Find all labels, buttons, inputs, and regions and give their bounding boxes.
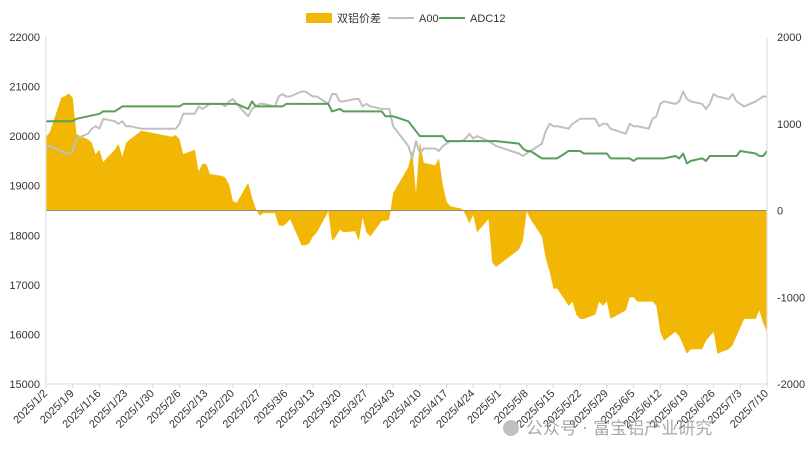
left-axis-tick-label: 20000 bbox=[9, 131, 40, 143]
watermark-group: 公众号 · 富宝铝产业研究 bbox=[503, 419, 712, 439]
left-axis-tick-label: 19000 bbox=[9, 181, 40, 193]
right-axis-tick-label: -2000 bbox=[777, 379, 805, 391]
right-axis-tick-label: 1000 bbox=[777, 119, 801, 131]
spread-area-layer bbox=[46, 93, 767, 354]
a00-line bbox=[46, 90, 767, 160]
left-axis-tick-label: 17000 bbox=[9, 280, 40, 292]
spread-area bbox=[46, 93, 767, 354]
left-axis-tick-label: 21000 bbox=[9, 82, 40, 94]
legend-label: ADC12 bbox=[470, 13, 505, 25]
legend-label: A00 bbox=[419, 13, 439, 25]
legend-item-0[interactable]: 双铝价差 bbox=[306, 11, 381, 25]
watermark: 公众号 · 富宝铝产业研究 bbox=[503, 419, 712, 439]
legend-item-1[interactable]: A00 bbox=[388, 13, 439, 25]
left-axis-tick-label: 15000 bbox=[9, 379, 40, 391]
adc12-line bbox=[46, 100, 768, 165]
legend-item-2[interactable]: ADC12 bbox=[439, 13, 505, 25]
wechat-icon bbox=[503, 420, 519, 436]
right-axis-tick-label: 2000 bbox=[777, 32, 801, 44]
left-axis-tick-label: 22000 bbox=[9, 32, 40, 44]
left-axis-tick-label: 16000 bbox=[9, 329, 40, 341]
legend-label: 双铝价差 bbox=[337, 11, 381, 25]
legend-swatch-area bbox=[306, 13, 332, 23]
left-axis-tick-label: 18000 bbox=[9, 230, 40, 242]
right-axis-tick-label: -1000 bbox=[777, 292, 805, 304]
price-lines-layer bbox=[46, 90, 768, 165]
watermark-text: 公众号 · 富宝铝产业研究 bbox=[526, 419, 712, 439]
legend: 双铝价差 A00 ADC12 bbox=[306, 11, 505, 25]
right-axis-tick-label: 0 bbox=[777, 206, 783, 218]
